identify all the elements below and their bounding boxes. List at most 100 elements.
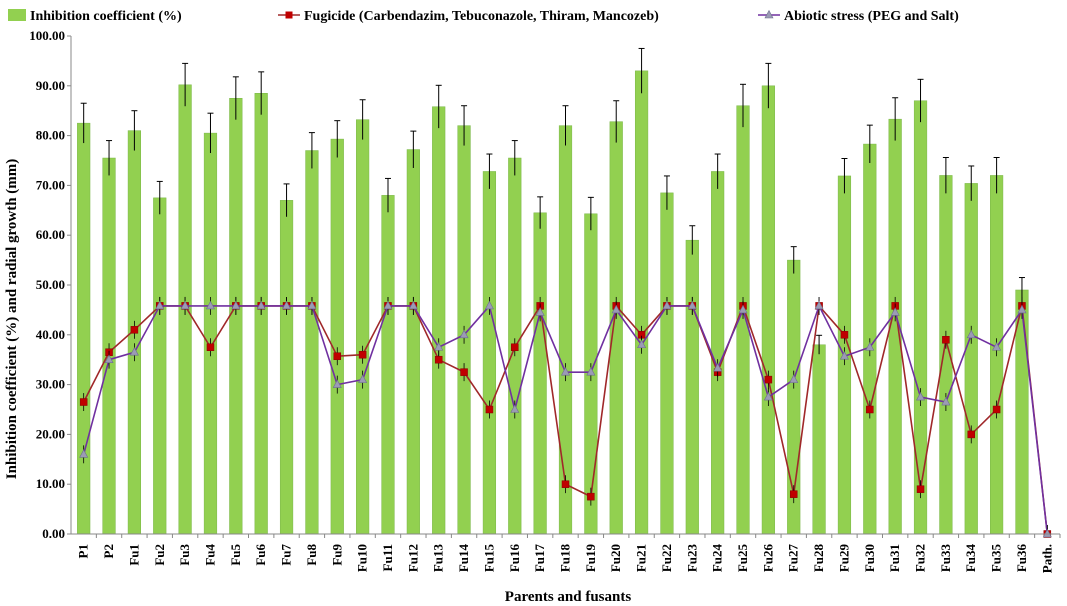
legend-marker [285, 11, 293, 19]
abiotic-point [358, 374, 368, 383]
y-tick-label: 10.00 [36, 476, 65, 491]
x-tick-label: Fu3 [177, 544, 192, 566]
abiotic-point [789, 374, 799, 383]
y-axis-title: Inhibition coefficient (%) and radial gr… [4, 159, 20, 480]
bar [609, 121, 623, 535]
bar [356, 119, 370, 535]
bar [381, 195, 395, 535]
bar [153, 197, 167, 535]
y-tick-label: 40.00 [36, 327, 65, 342]
x-tick-label: Fu14 [456, 544, 471, 573]
x-axis-title: Parents and fusants [505, 589, 632, 605]
fungicide-point [561, 480, 570, 488]
x-tick-label: Fu32 [913, 544, 928, 572]
x-tick-label: Fu19 [583, 544, 598, 573]
legend-label: Fugicide (Carbendazim, Tebuconazole, Thi… [304, 9, 659, 24]
bar [229, 98, 243, 535]
fungicide-point [511, 343, 519, 351]
bar [406, 149, 420, 535]
abiotic-point [662, 300, 672, 310]
abiotic-point [484, 300, 494, 310]
abiotic-point [738, 304, 748, 314]
abiotic-point [307, 300, 317, 310]
x-tick-label: Fu26 [760, 544, 775, 573]
fungicide-point [992, 405, 1001, 414]
legend-swatch [8, 9, 26, 21]
fungicide-point [942, 336, 950, 344]
x-tick-label: Fu18 [558, 544, 573, 573]
x-tick-label: Fu9 [329, 544, 344, 566]
bar [685, 239, 699, 535]
fungicide-point [764, 375, 773, 384]
abiotic-point [383, 300, 393, 310]
abiotic-point [586, 367, 596, 376]
fungicide-point [967, 430, 975, 439]
x-tick-label: Fu35 [989, 544, 1004, 573]
legend-item: Fugicide (Carbendazim, Tebuconazole, Thi… [278, 9, 659, 24]
x-tick-label: Fu30 [862, 544, 877, 572]
x-tick-label: Fu8 [304, 544, 319, 566]
legend: Inhibition coefficient (%) Fugicide (Carb… [8, 9, 959, 24]
abiotic-point [687, 300, 697, 310]
abiotic-point [839, 351, 849, 360]
legend-marker [764, 9, 774, 19]
x-tick-label: Fu25 [735, 544, 750, 573]
fungicide-point [460, 368, 468, 376]
legend-item: Inhibition coefficient (%) [8, 9, 182, 24]
x-tick-label: P1 [76, 544, 91, 558]
abiotic-point [282, 300, 292, 310]
fungicide-point [840, 331, 849, 339]
y-tick-label: 90.00 [36, 78, 65, 93]
fungicide-point [79, 398, 88, 406]
y-tick-label: 60.00 [36, 227, 65, 242]
fungicide-point [206, 343, 215, 351]
abiotic-point [814, 300, 824, 310]
bars-layer [77, 47, 1029, 535]
x-axis: P1 P2 Fu1 Fu2 Fu3 Fu4 Fu5 Fu6 Fu7 Fu8 Fu9 Fu10 Fu11 F… [71, 533, 1061, 573]
x-tick-label: Fu11 [380, 544, 395, 571]
x-tick-label: Fu22 [659, 544, 674, 572]
abiotic-point [1042, 528, 1052, 538]
fungicide-point [916, 485, 925, 493]
x-tick-label: Fu28 [811, 544, 826, 573]
x-tick-label: Fu7 [279, 544, 294, 566]
x-tick-label: Fu15 [481, 544, 496, 573]
x-tick-label: Fu29 [836, 544, 851, 573]
x-tick-label: Fu21 [634, 544, 649, 572]
bar [77, 122, 91, 535]
fungicide-point [485, 405, 494, 414]
abiotic-point [155, 300, 165, 310]
lines-layer [79, 296, 1052, 538]
abiotic-point [713, 363, 723, 372]
x-tick-label: Fu5 [228, 544, 243, 566]
abiotic-point [510, 404, 520, 413]
x-tick-label: Fu13 [431, 544, 446, 573]
abiotic-point [535, 307, 545, 316]
fungicide-point [789, 490, 798, 498]
abiotic-point [459, 329, 469, 339]
x-tick-label: Fu33 [938, 544, 953, 573]
fungicide-point [866, 405, 874, 414]
x-tick-label: Fu24 [710, 544, 725, 573]
abiotic-point [79, 449, 89, 458]
abiotic-point [890, 307, 900, 316]
fungicide-point [587, 492, 595, 501]
abiotic-point [434, 342, 444, 351]
bar [482, 171, 497, 535]
fungicide-point [434, 355, 443, 364]
x-tick-label: P2 [101, 544, 116, 558]
abiotic-point [256, 300, 266, 310]
bar [279, 200, 294, 535]
fungicide-point [130, 326, 139, 334]
bar [761, 85, 775, 535]
bar [660, 192, 674, 535]
x-tick-label: Fu31 [887, 544, 902, 572]
legend-label: Inhibition coefficient (%) [30, 9, 182, 24]
y-tick-label: 100.00 [29, 28, 65, 43]
x-tick-label: Fu27 [786, 544, 801, 573]
y-tick-label: 80.00 [36, 128, 65, 143]
bar [711, 171, 725, 535]
abiotic-point [180, 300, 190, 310]
x-tick-label: Fu34 [963, 544, 978, 573]
